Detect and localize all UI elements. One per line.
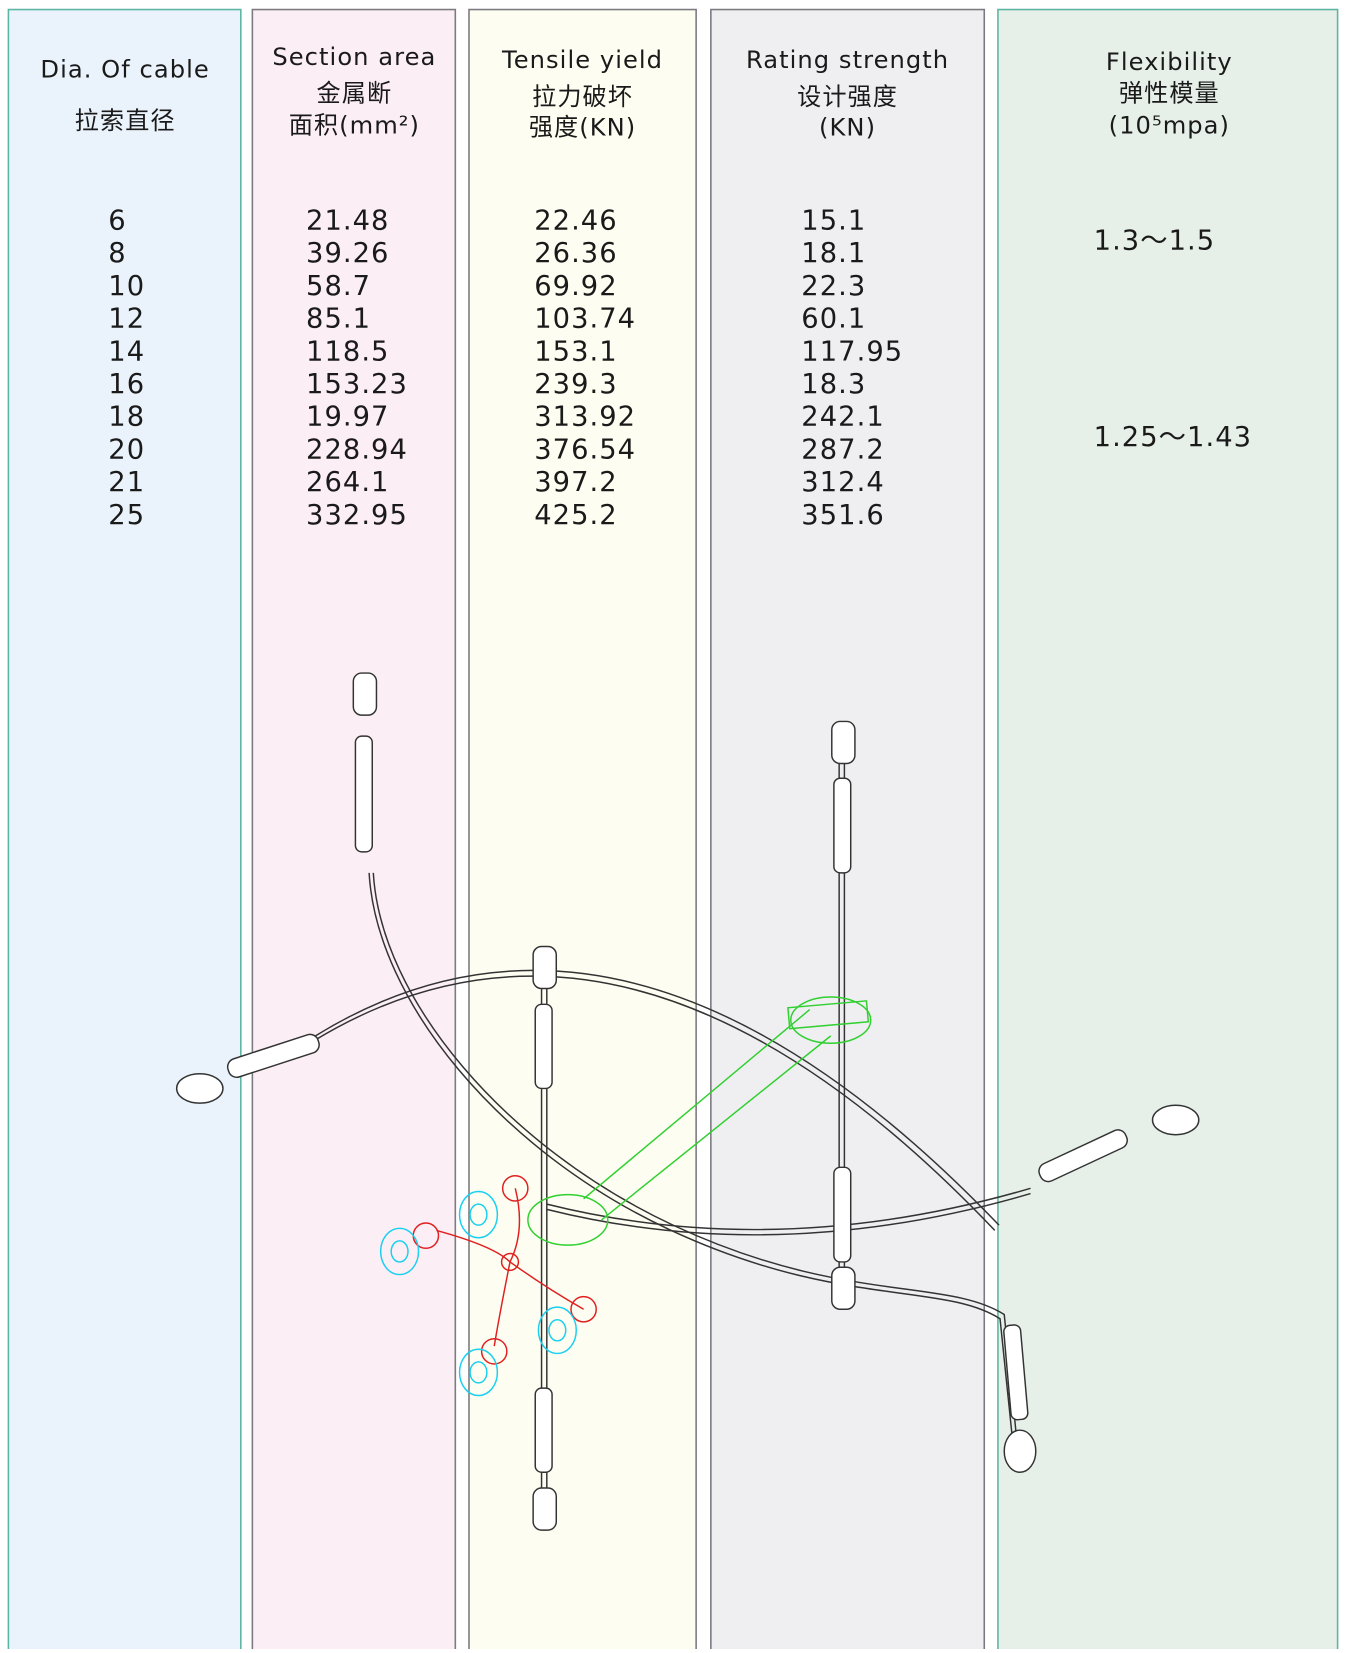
- cell-value: 313.92: [534, 402, 636, 433]
- column-header: (KN): [819, 113, 876, 141]
- column-header: 弹性模量: [1119, 80, 1220, 108]
- cell-value: 26.36: [534, 238, 618, 269]
- cell-value: 1.3～1.5: [1094, 225, 1216, 256]
- column-header: 强度(KN): [529, 113, 636, 141]
- cell-value: 8: [108, 238, 126, 269]
- cell-value: 1.25～1.43: [1094, 422, 1252, 453]
- cell-value: 18: [108, 402, 145, 433]
- cell-value: 153.23: [306, 369, 408, 400]
- column-bg: [251, 8, 457, 1653]
- cell-value: 19.97: [306, 402, 389, 433]
- column-header: (10⁵mpa): [1109, 111, 1230, 139]
- cell-value: 22.46: [534, 205, 618, 236]
- cell-value: 118.5: [306, 336, 389, 367]
- cable-drawing: [175, 672, 1200, 1531]
- cell-value: 58.7: [306, 271, 371, 302]
- cell-value: 228.94: [306, 434, 408, 465]
- column-header: Rating strength: [746, 46, 949, 74]
- column-header: 金属断: [317, 80, 393, 108]
- cell-value: 376.54: [534, 434, 636, 465]
- cell-value: 20: [108, 434, 145, 465]
- cell-value: 21: [108, 467, 145, 498]
- cell-value: 85.1: [306, 304, 371, 335]
- cell-value: 25: [108, 500, 145, 531]
- cell-value: 22.3: [801, 271, 866, 302]
- cell-value: 18.1: [801, 238, 866, 269]
- cell-value: 242.1: [801, 402, 884, 433]
- cell-value: 15.1: [801, 205, 866, 236]
- column-header: Flexibility: [1106, 48, 1233, 76]
- cell-value: 153.1: [534, 336, 618, 367]
- column-header: 设计强度: [797, 83, 898, 111]
- column-header: Dia. Of cable: [40, 56, 209, 84]
- column-bg: [997, 8, 1339, 1653]
- cell-value: 287.2: [801, 434, 884, 465]
- cell-value: 39.26: [306, 238, 389, 269]
- cell-value: 21.48: [306, 205, 389, 236]
- cell-value: 6: [108, 205, 126, 236]
- cell-value: 14: [108, 336, 145, 367]
- column-header: Tensile yield: [501, 46, 663, 74]
- cell-value: 264.1: [306, 467, 389, 498]
- cell-value: 312.4: [801, 467, 884, 498]
- cell-value: 397.2: [534, 467, 618, 498]
- column-bg: [7, 8, 242, 1653]
- cell-value: 239.3: [534, 369, 618, 400]
- cell-value: 425.2: [534, 500, 618, 531]
- column-bg: [468, 8, 697, 1653]
- column-header: Section area: [272, 43, 436, 71]
- cell-value: 18.3: [801, 369, 866, 400]
- cell-value: 10: [108, 271, 145, 302]
- cell-value: 12: [108, 304, 145, 335]
- cell-value: 117.95: [801, 336, 903, 367]
- column-header: 面积(mm²): [289, 111, 420, 139]
- column-header: 拉力破坏: [532, 83, 633, 111]
- cell-value: 16: [108, 369, 145, 400]
- cell-value: 69.92: [534, 271, 618, 302]
- cell-value: 351.6: [801, 500, 884, 531]
- column-header: 拉索直径: [75, 107, 176, 135]
- cell-value: 103.74: [534, 304, 636, 335]
- cell-value: 60.1: [801, 304, 866, 335]
- cell-value: 332.95: [306, 500, 408, 531]
